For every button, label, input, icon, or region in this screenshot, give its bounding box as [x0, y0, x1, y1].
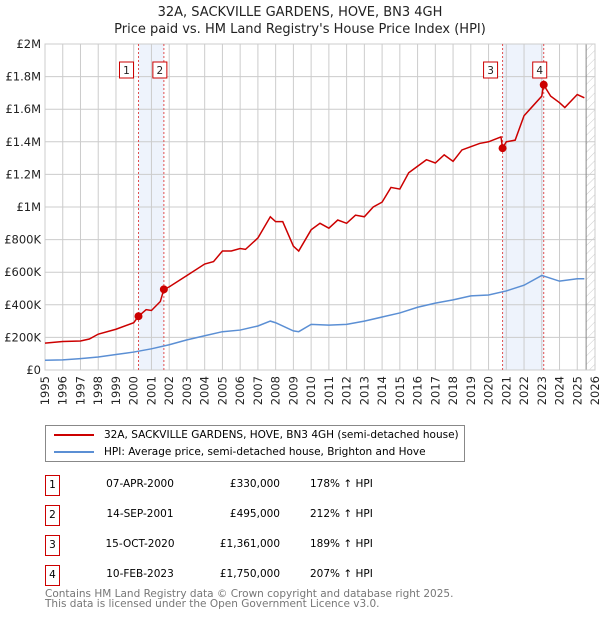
x-tick-label: 2024 — [553, 376, 567, 405]
sales-table-row: 3 15-OCT-2020 £1,361,000 189% ↑ HPI — [45, 535, 495, 556]
sale-hpi-change: 178% ↑ HPI — [310, 478, 373, 490]
footer: Contains HM Land Registry data © Crown c… — [45, 588, 454, 610]
sale-price: £495,000 — [229, 508, 280, 520]
chart-title: 32A, SACKVILLE GARDENS, HOVE, BN3 4GH — [157, 5, 443, 20]
sale-point — [134, 312, 143, 321]
sales-table-row: 2 14-SEP-2001 £495,000 212% ↑ HPI — [45, 505, 495, 526]
legend-swatch-property — [54, 434, 94, 436]
x-tick-label: 2023 — [535, 376, 549, 405]
y-tick-label: £400K — [4, 298, 41, 312]
sales-table-row: 4 10-FEB-2023 £1,750,000 207% ↑ HPI — [45, 565, 495, 586]
sale-price: £330,000 — [229, 478, 280, 490]
y-tick-label: £1.6M — [5, 102, 41, 116]
x-tick-label: 2008 — [269, 376, 283, 405]
x-tick-label: 2021 — [499, 376, 513, 405]
x-tick-label: 2015 — [393, 376, 407, 405]
sale-number: 4 — [45, 565, 60, 586]
y-tick-label: £1.4M — [5, 135, 41, 149]
x-tick-label: 1995 — [38, 376, 52, 405]
plot-border — [44, 43, 596, 371]
sale-date: 15-OCT-2020 — [105, 538, 175, 550]
y-tick-label: £800K — [4, 233, 41, 247]
x-tick-label: 2020 — [482, 376, 496, 405]
y-tick-label: £1.2M — [5, 167, 41, 181]
sale-point — [159, 285, 168, 294]
x-tick-label: 2003 — [180, 376, 194, 405]
x-tick-label: 2006 — [233, 376, 247, 405]
x-tick-label: 2025 — [570, 376, 584, 405]
x-tick-label: 2014 — [375, 376, 389, 405]
sale-label-4: 4 — [532, 61, 548, 79]
x-tick-label: 2017 — [428, 376, 442, 405]
sale-number: 1 — [45, 475, 60, 496]
x-tick-label: 2002 — [162, 376, 176, 405]
sale-price: £1,750,000 — [219, 568, 280, 580]
price-chart: £0 £200K £400K £600K £800K £1M £1.2M £1.4M £1.6M… — [4, 37, 600, 405]
sale-label-number: 1 — [123, 65, 130, 77]
legend: 32A, SACKVILLE GARDENS, HOVE, BN3 4GH (s… — [45, 425, 465, 462]
x-tick-label: 2000 — [127, 376, 141, 405]
hpi-line — [44, 274, 585, 361]
sale-label-box — [119, 61, 134, 79]
sale-number: 2 — [45, 505, 60, 526]
legend-label-hpi: HPI: Average price, semi-detached house,… — [104, 446, 426, 458]
legend-label-property: 32A, SACKVILLE GARDENS, HOVE, BN3 4GH (s… — [104, 429, 459, 441]
y-tick-label: £200K — [4, 330, 41, 344]
sale-label-number: 2 — [157, 65, 164, 77]
sale-number: 3 — [45, 535, 60, 556]
x-tick-label: 1996 — [56, 376, 70, 405]
sale-label-number: 3 — [487, 65, 494, 77]
x-tick-label: 2005 — [215, 376, 229, 405]
chart-subtitle: Price paid vs. HM Land Registry's House … — [114, 22, 486, 37]
x-tick-label: 2001 — [144, 376, 158, 405]
x-tick-label: 2026 — [588, 376, 600, 405]
y-tick-label: £600K — [4, 265, 41, 279]
sale-date: 10-FEB-2023 — [106, 568, 174, 580]
sale-point — [539, 80, 548, 89]
sale-date: 14-SEP-2001 — [106, 508, 174, 520]
sale-price: £1,361,000 — [219, 538, 280, 550]
x-tick-label: 2013 — [357, 376, 371, 405]
sale-label-1: 1 — [119, 61, 134, 79]
x-tick-label: 2016 — [411, 376, 425, 405]
x-tick-label: 2011 — [322, 376, 336, 405]
legend-item-hpi: HPI: Average price, semi-detached house,… — [54, 444, 426, 460]
y-tick-label: £2M — [16, 37, 41, 51]
sale-label-2: 2 — [152, 61, 168, 79]
y-tick-label: £0 — [26, 363, 41, 377]
sale-label-3: 3 — [483, 61, 499, 79]
sale-label-box — [483, 61, 499, 79]
x-tick-label: 2019 — [464, 376, 478, 405]
x-tick-label: 2022 — [517, 376, 531, 405]
sale-label-number: 4 — [536, 65, 543, 77]
x-tick-label: 2010 — [304, 376, 318, 405]
footer-licence: This data is licensed under the Open Gov… — [45, 598, 380, 610]
x-tick-label: 1998 — [91, 376, 105, 405]
x-tick-label: 2009 — [286, 376, 300, 405]
x-tick-label: 1997 — [73, 376, 87, 405]
sale-hpi-change: 189% ↑ HPI — [310, 538, 373, 550]
y-tick-label: £1.8M — [5, 70, 41, 84]
forecast-hatch — [586, 44, 595, 370]
x-tick-label: 2004 — [198, 376, 212, 405]
x-tick-label: 2018 — [446, 376, 460, 405]
legend-item-property: 32A, SACKVILLE GARDENS, HOVE, BN3 4GH (s… — [54, 427, 459, 443]
sale-label-box — [532, 61, 548, 79]
sale-point — [498, 144, 507, 153]
property-price-line — [44, 82, 585, 344]
x-tick-label: 2007 — [251, 376, 265, 405]
legend-swatch-hpi — [54, 451, 94, 453]
sale-date: 07-APR-2000 — [106, 478, 174, 490]
sale-hpi-change: 207% ↑ HPI — [310, 568, 373, 580]
sales-table-row: 1 07-APR-2000 £330,000 178% ↑ HPI — [45, 475, 495, 496]
x-tick-label: 1999 — [109, 376, 123, 405]
sale-hpi-change: 212% ↑ HPI — [310, 508, 373, 520]
x-tick-label: 2012 — [340, 376, 354, 405]
y-tick-label: £1M — [16, 200, 41, 214]
footer-copyright: Contains HM Land Registry data © Crown c… — [45, 588, 454, 600]
sale-label-box — [152, 61, 168, 79]
